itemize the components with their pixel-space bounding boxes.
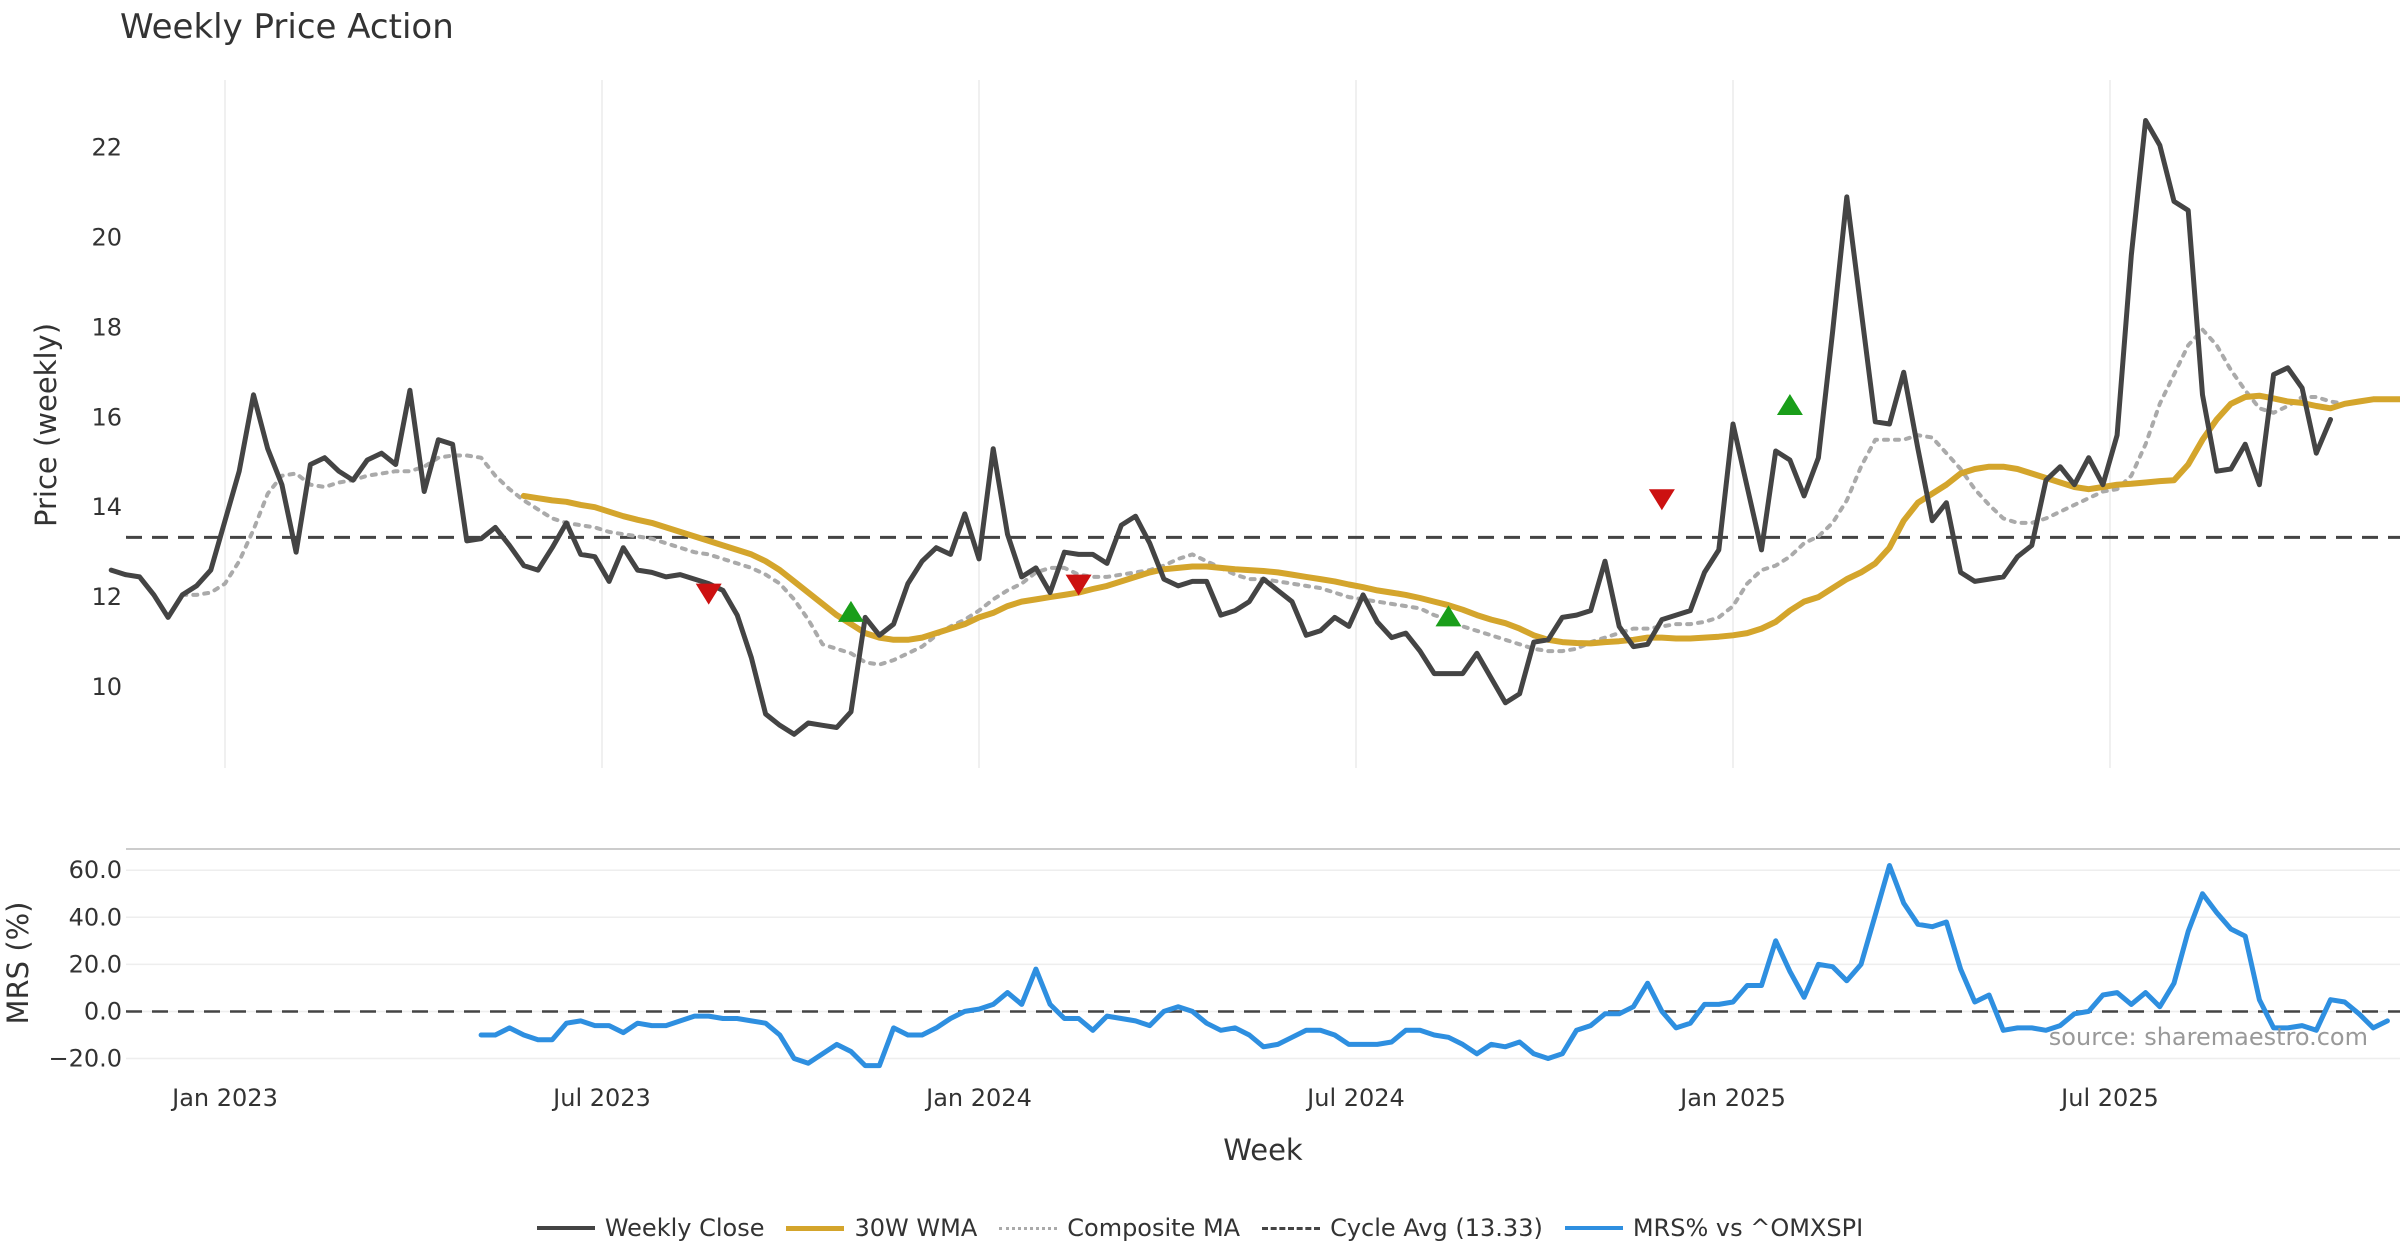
price-y-tick-label: 14 <box>91 493 122 521</box>
mrs-y-ticks: −20.0 0.0 20.0 40.0 60.0 <box>48 856 122 1072</box>
x-tick-labels: Jan 2023 Jul 2023 Jan 2024 Jul 2024 Jan 2025… <box>170 1084 2159 1112</box>
legend-label-30w-wma: 30W WMA <box>854 1214 978 1242</box>
legend-item-weekly-close: Weekly Close <box>536 1214 765 1242</box>
chart-title: Weekly Price Action <box>120 7 454 47</box>
x-axis-label: Week <box>1223 1133 1303 1167</box>
legend-label-weekly-close: Weekly Close <box>604 1214 765 1242</box>
series-line-mrs <box>478 863 2390 1069</box>
mrs-y-tick-label: −20.0 <box>48 1045 122 1073</box>
price-y-axis-label: Price (weekly) <box>29 323 63 527</box>
mrs-series <box>478 863 2390 1069</box>
legend-item-cycle-avg: Cycle Avg (13.33) <box>1262 1214 1543 1242</box>
legend-item-composite-ma: Composite MA <box>999 1214 1240 1242</box>
legend-label-cycle-avg: Cycle Avg (13.33) <box>1330 1214 1543 1242</box>
mrs-y-tick-label: 0.0 <box>84 997 122 1025</box>
legend-item-mrs: MRS% vs ^OMXSPI <box>1564 1214 1864 1242</box>
price-grid <box>224 80 2111 768</box>
legend-swatch-mrs <box>1564 1226 1623 1230</box>
price-y-tick-label: 12 <box>91 583 122 611</box>
mrs-y-axis-label: MRS (%) <box>1 902 35 1025</box>
x-tick-label: Jul 2023 <box>551 1084 651 1112</box>
signal-markers <box>695 394 1803 627</box>
x-tick-label: Jan 2025 <box>1678 1084 1786 1112</box>
x-tick-label: Jul 2025 <box>2059 1084 2159 1112</box>
price-y-tick-label: 16 <box>91 403 122 431</box>
price-y-tick-label: 22 <box>91 133 122 161</box>
legend-label-composite-ma: Composite MA <box>1067 1214 1241 1242</box>
legend-label-mrs: MRS% vs ^OMXSPI <box>1632 1214 1864 1242</box>
buy-signal-marker <box>837 600 864 622</box>
x-tick-label: Jan 2024 <box>924 1084 1032 1112</box>
x-tick-label: Jul 2024 <box>1305 1084 1405 1112</box>
price-y-tick-label: 20 <box>91 223 122 251</box>
source-note: source: sharemaestro.com <box>2049 1023 2368 1051</box>
sell-signal-marker <box>1065 574 1092 596</box>
buy-signal-marker <box>1435 605 1462 627</box>
mrs-y-tick-label: 40.0 <box>69 903 122 931</box>
series-line-composite-ma <box>180 327 2347 667</box>
price-y-tick-label: 18 <box>91 313 122 341</box>
legend-swatch-30w-wma <box>786 1225 845 1231</box>
mrs-y-tick-label: 60.0 <box>69 856 122 884</box>
price-y-tick-label: 10 <box>91 673 122 701</box>
x-tick-label: Jan 2023 <box>170 1084 278 1112</box>
sell-signal-marker <box>695 583 722 605</box>
legend-swatch-cycle-avg <box>1262 1226 1321 1230</box>
mrs-grid <box>126 869 2400 1060</box>
price-y-ticks: 10 12 14 16 18 20 22 <box>91 133 122 701</box>
legend-item-30w-wma: 30W WMA <box>786 1214 977 1242</box>
legend: Weekly Close 30W WMA Composite MA Cycle … <box>0 1208 2400 1248</box>
series-line-weekly-close <box>108 118 2333 737</box>
legend-swatch-composite-ma <box>999 1226 1058 1230</box>
buy-signal-marker <box>1776 394 1803 416</box>
legend-swatch-weekly-close <box>536 1226 595 1230</box>
price-series <box>108 118 2400 737</box>
series-line-30w-wma <box>520 392 2400 647</box>
mrs-y-tick-label: 20.0 <box>69 950 122 978</box>
sell-signal-marker <box>1648 489 1675 511</box>
